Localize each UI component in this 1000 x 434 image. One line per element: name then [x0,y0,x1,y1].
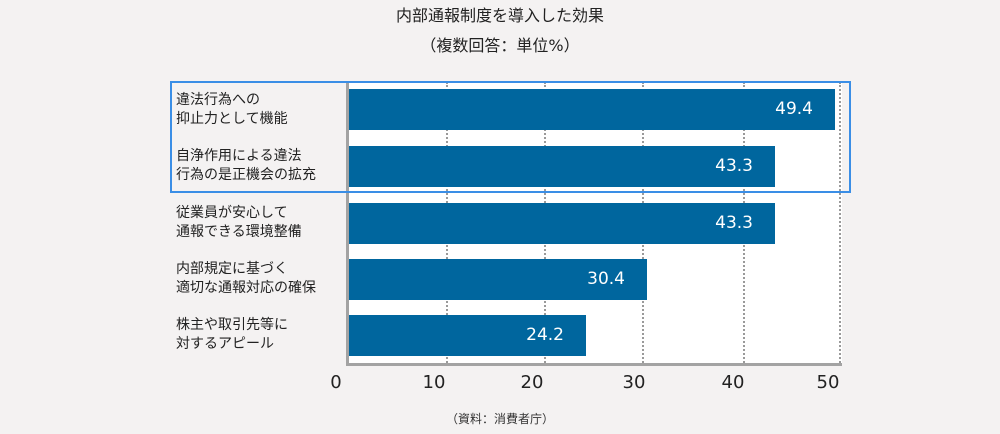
bar-value-label: 30.4 [587,269,625,289]
bar-1: 43.3 [349,146,775,187]
bar-value-label: 49.4 [775,99,813,119]
x-tick-50: 50 [816,372,840,393]
plot-area: 49.4 43.3 43.3 30.4 24.2 [346,82,842,366]
category-line: 行為の是正機会の拡充 [176,167,316,183]
category-line: 抑止力として機能 [176,111,288,127]
bar-value-label: 43.3 [715,213,753,233]
bar-value-label: 43.3 [715,156,753,176]
category-line: 通報できる環境整備 [176,224,302,240]
bar-0: 49.4 [349,89,835,130]
bar-4: 24.2 [349,315,586,356]
category-line: 株主や取引先等に [176,317,288,333]
category-label-0: 違法行為への 抑止力として機能 [176,91,346,129]
category-line: 違法行為への [176,92,260,108]
bar-3: 30.4 [349,259,647,300]
x-tick-40: 40 [721,372,745,393]
category-line: 内部規定に基づく [176,261,288,277]
x-tick-30: 30 [622,372,646,393]
x-tick-10: 10 [422,372,446,393]
bar-2: 43.3 [349,203,775,244]
gridline-50 [839,82,841,363]
chart-title: 内部通報制度を導入した効果 [395,6,604,25]
category-line: 従業員が安心して [176,205,288,221]
x-tick-0: 0 [330,372,342,393]
x-tick-20: 20 [520,372,544,393]
chart-subtitle: （複数回答：単位%） [420,36,580,55]
category-line: 自浄作用による違法 [176,148,302,164]
category-line: 適切な通報対応の確保 [176,280,316,296]
category-label-3: 内部規定に基づく 適切な通報対応の確保 [176,260,346,298]
category-label-2: 従業員が安心して 通報できる環境整備 [176,204,346,242]
bar-value-label: 24.2 [526,325,564,345]
category-label-4: 株主や取引先等に 対するアピール [176,316,346,354]
source-note: （資料：消費者庁） [445,412,554,426]
category-label-1: 自浄作用による違法 行為の是正機会の拡充 [176,147,346,185]
category-line: 対するアピール [176,336,274,352]
